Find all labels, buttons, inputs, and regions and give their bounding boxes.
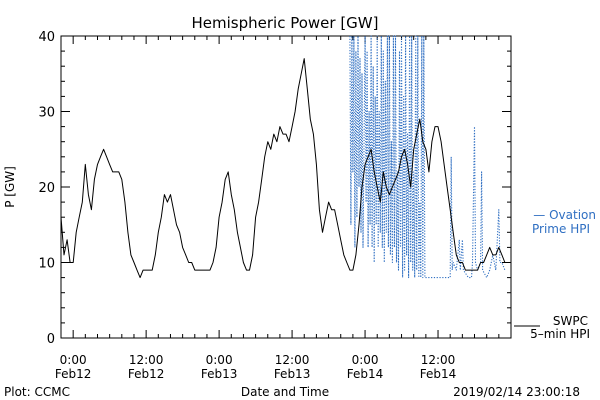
- x-tick-date-label: Feb14: [420, 367, 457, 381]
- legend-swpc-line2: 5–min HPI: [530, 327, 590, 341]
- x-tick-time-label: 12:00: [129, 353, 164, 367]
- series-layer: [60, 35, 506, 279]
- x-axis: 0:00Feb1212:00Feb120:00Feb1312:00Feb130:…: [55, 36, 512, 381]
- y-tick-label: 0: [47, 332, 55, 347]
- x-tick-date-label: Feb14: [347, 367, 384, 381]
- y-tick-label: 10: [38, 257, 55, 272]
- x-tick-time-label: 0:00: [206, 353, 233, 367]
- x-tick-date-label: Feb13: [201, 367, 238, 381]
- x-axis-label: Date and Time: [241, 385, 329, 399]
- legend: — Ovation Prime HPI SWPC 5–min HPI: [514, 208, 596, 341]
- y-tick-label: 20: [38, 181, 55, 196]
- x-tick-date-label: Feb12: [128, 367, 165, 381]
- series-line-ovation-prime: [349, 35, 506, 279]
- plot-area: [60, 35, 512, 339]
- y-tick-label: 30: [38, 106, 55, 121]
- y-axis-label: P [GW]: [3, 166, 17, 208]
- y-axis: 0 10 20 30 40: [38, 30, 511, 347]
- plot-timestamp: 2019/02/14 23:00:18: [453, 385, 580, 399]
- x-tick-time-label: 0:00: [352, 353, 379, 367]
- legend-ovation-line1: — Ovation: [533, 208, 596, 222]
- plot-border: [60, 35, 512, 339]
- x-tick-time-label: 12:00: [275, 353, 310, 367]
- x-tick-time-label: 12:00: [421, 353, 456, 367]
- series-line-swpc: [60, 58, 506, 279]
- x-tick-time-label: 0:00: [60, 353, 87, 367]
- legend-ovation-line2: Prime HPI: [532, 222, 590, 236]
- plot-credit: Plot: CCMC: [4, 385, 70, 399]
- chart-title: Hemispheric Power [GW]: [192, 14, 379, 32]
- x-tick-date-label: Feb13: [274, 367, 311, 381]
- y-tick-label: 40: [38, 30, 55, 45]
- legend-swpc-line1: SWPC: [553, 314, 588, 328]
- x-tick-date-label: Feb12: [55, 367, 92, 381]
